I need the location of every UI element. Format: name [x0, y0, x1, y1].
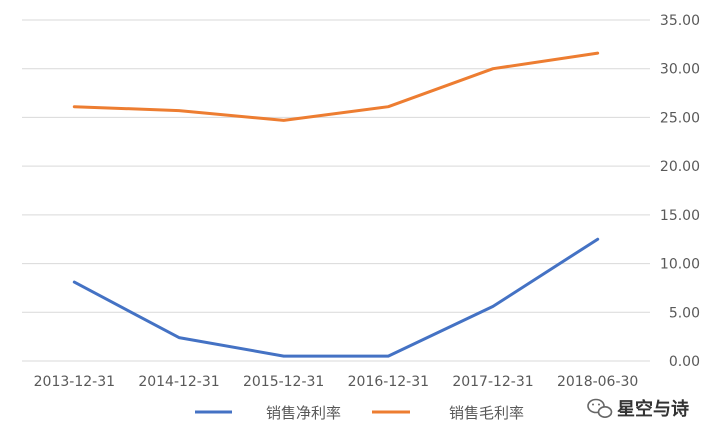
series-line-0 — [72, 237, 600, 358]
x-tick-label: 2017-12-31 — [452, 374, 533, 390]
y-tick-label: 0.00 — [669, 354, 700, 370]
legend-label: 销售净利率 — [266, 404, 341, 422]
series-line-1 — [72, 51, 600, 122]
y-tick-label: 35.00 — [660, 13, 700, 29]
watermark-text: 星空与诗 — [617, 398, 689, 420]
x-tick-label: 2013-12-31 — [34, 374, 115, 390]
series-lines — [72, 51, 600, 358]
gridlines — [22, 19, 650, 362]
y-tick-label: 15.00 — [660, 208, 700, 224]
y-tick-label: 5.00 — [669, 305, 700, 321]
legend-label: 销售毛利率 — [449, 404, 524, 422]
x-axis-tick-labels: 2013-12-31 2014-12-31 2015-12-31 2016-12-31… — [34, 374, 639, 390]
x-tick-label: 2015-12-31 — [243, 374, 324, 390]
x-tick-label: 2016-12-31 — [348, 374, 429, 390]
watermark: 星空与诗 — [587, 398, 689, 420]
y-tick-label: 20.00 — [660, 159, 700, 175]
x-tick-label: 2014-12-31 — [138, 374, 219, 390]
y-tick-label: 25.00 — [660, 110, 700, 126]
x-tick-label: 2018-06-30 — [557, 374, 638, 390]
y-axis-tick-labels: 0.00 5.00 10.00 15.00 20.00 25.00 30.00 35.00 — [660, 13, 700, 370]
legend: 销售净利率 销售毛利率 — [195, 404, 524, 422]
wechat-icon — [587, 398, 613, 418]
y-tick-label: 30.00 — [660, 62, 700, 78]
y-tick-label: 10.00 — [660, 257, 700, 273]
